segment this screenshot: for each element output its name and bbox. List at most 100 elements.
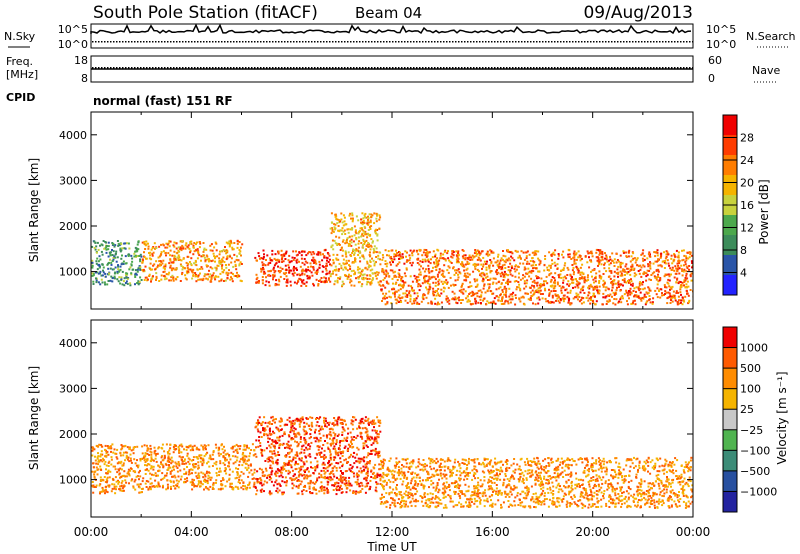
- echo-point: [312, 282, 315, 285]
- echo-point: [398, 276, 401, 279]
- search-noise-point: [116, 41, 118, 43]
- echo-point: [666, 259, 669, 262]
- echo-point: [365, 465, 368, 468]
- echo-point: [333, 223, 336, 226]
- echo-point: [125, 481, 128, 484]
- echo-point: [646, 269, 649, 272]
- echo-point: [158, 469, 161, 472]
- echo-point: [303, 250, 306, 253]
- echo-point: [607, 275, 610, 278]
- echo-point: [615, 272, 618, 275]
- echo-point: [466, 272, 469, 275]
- echo-point: [370, 213, 373, 216]
- echo-point: [594, 287, 596, 290]
- echo-point: [373, 249, 376, 252]
- echo-point: [509, 280, 512, 283]
- echo-point: [261, 264, 264, 267]
- echo-point: [215, 275, 218, 278]
- echo-point: [675, 281, 678, 284]
- echo-point: [114, 266, 117, 269]
- echo-point: [445, 279, 448, 282]
- echo-point: [236, 246, 239, 249]
- echo-point: [194, 272, 197, 274]
- echo-point: [119, 268, 122, 271]
- echo-point: [212, 486, 214, 489]
- echo-point: [171, 274, 174, 277]
- echo-point: [238, 447, 241, 450]
- echo-point: [329, 437, 331, 440]
- echo-point: [331, 244, 334, 247]
- echo-point: [192, 246, 195, 249]
- echo-point: [421, 258, 424, 261]
- echo-point: [689, 253, 692, 256]
- echo-point: [352, 248, 355, 251]
- echo-point: [107, 241, 110, 244]
- echo-point: [175, 465, 178, 468]
- echo-point: [373, 212, 376, 215]
- echo-point: [668, 292, 671, 295]
- echo-point: [685, 255, 688, 258]
- echo-point: [350, 217, 352, 220]
- echo-point: [153, 450, 156, 453]
- echo-point: [147, 480, 150, 483]
- echo-point: [574, 278, 577, 280]
- echo-point: [224, 246, 226, 248]
- nave-point: [242, 67, 244, 69]
- search-noise-point: [569, 41, 571, 43]
- search-noise-point: [143, 41, 145, 43]
- echo-point: [457, 261, 460, 264]
- echo-point: [514, 303, 517, 306]
- echo-point: [455, 301, 458, 304]
- echo-point: [144, 452, 147, 455]
- echo-point: [281, 267, 284, 270]
- echo-point: [318, 260, 321, 263]
- echo-point: [126, 282, 129, 285]
- echo-point: [352, 261, 355, 264]
- echo-point: [627, 251, 630, 253]
- search-noise-point: [608, 41, 610, 43]
- echo-point: [421, 282, 424, 285]
- echo-point: [176, 276, 179, 278]
- echo-point: [106, 283, 109, 286]
- echo-point: [610, 259, 613, 262]
- echo-point: [227, 461, 230, 464]
- echo-point: [129, 282, 132, 285]
- echo-point: [471, 302, 474, 305]
- echo-point: [678, 299, 681, 302]
- echo-point: [262, 268, 265, 271]
- echo-point: [192, 268, 195, 271]
- echo-point: [588, 297, 591, 300]
- echo-point: [350, 244, 353, 247]
- echo-point: [398, 253, 401, 256]
- echo-point: [283, 481, 286, 484]
- echo-point: [282, 253, 285, 256]
- nave-point: [521, 67, 523, 69]
- echo-point: [493, 297, 496, 300]
- echo-point: [485, 276, 487, 279]
- nave-point: [272, 67, 274, 69]
- echo-point: [305, 254, 308, 257]
- echo-point: [130, 273, 133, 276]
- echo-point: [308, 276, 311, 279]
- echo-point: [265, 259, 267, 261]
- echo-point: [194, 484, 196, 487]
- echo-point: [237, 481, 240, 484]
- echo-point: [612, 291, 615, 294]
- echo-point: [384, 286, 387, 289]
- echo-point: [515, 297, 517, 299]
- echo-point: [379, 258, 381, 261]
- echo-point: [153, 242, 156, 245]
- echo-point: [375, 247, 378, 250]
- echo-point: [686, 280, 689, 283]
- echo-point: [519, 262, 522, 265]
- echo-point: [605, 303, 608, 305]
- echo-point: [114, 256, 117, 259]
- echo-point: [209, 273, 212, 276]
- echo-point: [191, 277, 194, 280]
- echo-point: [143, 240, 146, 243]
- echo-point: [340, 264, 343, 267]
- echo-point: [97, 452, 99, 455]
- echo-point: [373, 264, 376, 267]
- echo-point: [277, 270, 280, 272]
- echo-point: [336, 452, 339, 455]
